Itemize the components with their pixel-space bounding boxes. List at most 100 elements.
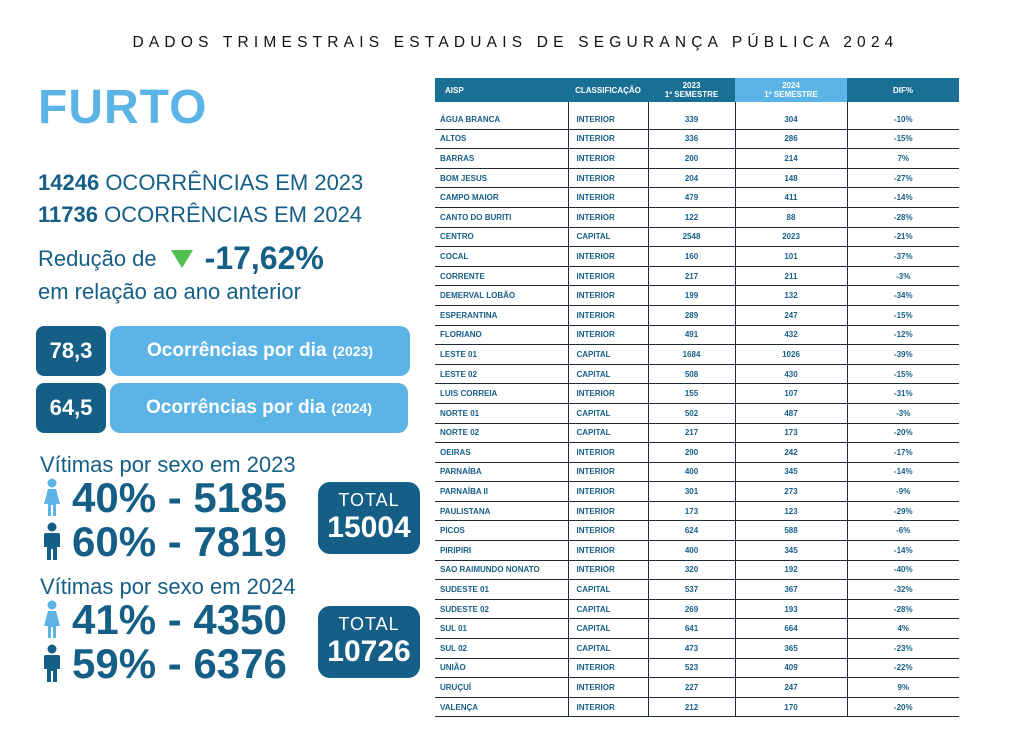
- occurrences-2023-number: 14246: [38, 170, 100, 195]
- cell-2023: 290: [647, 442, 735, 463]
- cell-dif: -40%: [846, 560, 959, 581]
- cell-aisp: OEIRAS: [435, 442, 568, 463]
- cell-classification: CAPITAL: [567, 423, 648, 444]
- header-2024-year: 2024: [782, 81, 800, 90]
- cell-aisp: ALTOS: [435, 129, 568, 150]
- cell-aisp: DEMERVAL LOBÃO: [435, 285, 568, 306]
- cell-classification: INTERIOR: [567, 658, 648, 679]
- cell-dif: -12%: [846, 325, 959, 346]
- cell-aisp: CANTO DO BURITI: [435, 207, 568, 228]
- table-row: VALENÇA INTERIOR 212 170 -20%: [435, 697, 959, 718]
- cell-2023: 320: [647, 560, 735, 581]
- cell-aisp: UNIÃO: [435, 658, 568, 679]
- table-row: LESTE 02 CAPITAL 508 430 -15%: [435, 364, 959, 385]
- table-row: COCAL INTERIOR 160 101 -37%: [435, 246, 959, 267]
- cell-aisp: PIRIPIRI: [435, 540, 568, 561]
- cell-classification: INTERIOR: [567, 187, 648, 208]
- cell-classification: INTERIOR: [567, 129, 648, 150]
- cell-2023: 204: [647, 168, 735, 189]
- cell-2023: 122: [647, 207, 735, 228]
- cell-2023: 537: [647, 579, 735, 600]
- table-row: LESTE 01 CAPITAL 1684 1026 -39%: [435, 344, 959, 365]
- victims-2024-total-value: 10726: [327, 635, 411, 668]
- victims-2024-total-label: TOTAL: [338, 614, 400, 634]
- cell-dif: -22%: [846, 658, 959, 679]
- cell-dif: -15%: [846, 129, 959, 150]
- cell-2024: 304: [734, 110, 847, 130]
- cell-classification: INTERIOR: [567, 481, 648, 502]
- cell-dif: -14%: [846, 187, 959, 208]
- table-row: LUIS CORREIA INTERIOR 155 107 -31%: [435, 383, 959, 404]
- victims-2024-male-value: 59% - 6376: [72, 640, 287, 687]
- table-row: SUDESTE 02 CAPITAL 269 193 -28%: [435, 599, 959, 620]
- cell-2024: 487: [734, 403, 847, 424]
- table-row: UNIÃO INTERIOR 523 409 -22%: [435, 658, 959, 679]
- cell-2023: 400: [647, 540, 735, 561]
- cell-aisp: LESTE 02: [435, 364, 568, 385]
- cell-2024: 367: [734, 579, 847, 600]
- cell-2023: 199: [647, 285, 735, 306]
- per-day-2023-label: Ocorrências por dia (2023): [110, 326, 410, 376]
- occurrences-2024: 11736 OCORRÊNCIAS EM 2024: [38, 202, 362, 228]
- cell-classification: INTERIOR: [567, 560, 648, 581]
- spacer-cell: [846, 102, 959, 110]
- cell-2024: 588: [734, 520, 847, 542]
- cell-aisp: BOM JESUS: [435, 168, 568, 189]
- per-day-2023-text: Ocorrências por dia: [147, 340, 327, 361]
- occurrences-2024-label: OCORRÊNCIAS EM 2024: [104, 202, 363, 227]
- cell-2023: 479: [647, 187, 735, 208]
- cell-2023: 641: [647, 618, 735, 640]
- cell-classification: INTERIOR: [567, 285, 648, 306]
- cell-aisp: LUIS CORREIA: [435, 383, 568, 404]
- cell-2024: 365: [734, 638, 847, 659]
- cell-2024: 430: [734, 364, 847, 385]
- cell-2024: 192: [734, 560, 847, 581]
- cell-aisp: FLORIANO: [435, 325, 568, 346]
- table-row: NORTE 01 CAPITAL 502 487 -3%: [435, 403, 959, 424]
- per-day-2023-value: 78,3: [36, 326, 106, 376]
- cell-dif: -20%: [846, 697, 959, 718]
- table-row: SUL 02 CAPITAL 473 365 -23%: [435, 638, 959, 659]
- cell-classification: INTERIOR: [567, 442, 648, 463]
- victims-2023-total-label: TOTAL: [338, 490, 400, 510]
- cell-2023: 491: [647, 325, 735, 346]
- cell-2024: 88: [734, 207, 847, 228]
- cell-classification: INTERIOR: [567, 110, 648, 130]
- cell-aisp: SUDESTE 01: [435, 579, 568, 600]
- spacer-cell: [734, 102, 847, 110]
- table-row: URUÇUÍ INTERIOR 227 247 9%: [435, 677, 959, 698]
- cell-dif: -32%: [846, 579, 959, 600]
- cell-2023: 624: [647, 520, 735, 542]
- table-row: PARNAÍBA II INTERIOR 301 273 -9%: [435, 481, 959, 502]
- table-row: SUDESTE 01 CAPITAL 537 367 -32%: [435, 579, 959, 600]
- per-day-2024-year: (2024): [331, 400, 372, 416]
- victims-2024-female-value: 41% - 4350: [72, 596, 287, 643]
- female-person-icon: [44, 478, 60, 516]
- victims-2023-heading: Vítimas por sexo em 2023: [40, 452, 296, 477]
- header-2023-sub: 1º SEMESTRE: [664, 90, 719, 99]
- table-row: BARRAS INTERIOR 200 214 7%: [435, 148, 959, 169]
- victims-2023-female: 40% - 5185: [42, 474, 287, 522]
- per-day-2024-value: 64,5: [36, 383, 106, 433]
- aisp-table: AISP CLASSIFICAÇÃO 2023 1º SEMESTRE 2024…: [435, 78, 959, 718]
- cell-aisp: SUDESTE 02: [435, 599, 568, 620]
- victims-2023-male-value: 60% - 7819: [72, 518, 287, 565]
- cell-classification: INTERIOR: [567, 383, 648, 404]
- cell-classification: INTERIOR: [567, 325, 648, 346]
- spacer-cell: [647, 102, 735, 110]
- victims-2023-total-value: 15004: [327, 511, 411, 544]
- cell-aisp: CORRENTE: [435, 266, 568, 287]
- cell-2024: 170: [734, 697, 847, 718]
- per-day-2024-label: Ocorrências por dia (2024): [110, 383, 408, 433]
- cell-aisp: CENTRO: [435, 227, 568, 248]
- cell-aisp: NORTE 02: [435, 423, 568, 444]
- cell-aisp: ESPERANTINA: [435, 305, 568, 326]
- cell-2023: 227: [647, 677, 735, 698]
- down-triangle-icon: [170, 249, 193, 268]
- page-header: DADOS TRIMESTRAIS ESTADUAIS DE SEGURANÇA…: [132, 34, 899, 51]
- cell-classification: CAPITAL: [567, 364, 648, 385]
- cell-aisp: NORTE 01: [435, 403, 568, 424]
- table-row: PAULISTANA INTERIOR 173 123 -29%: [435, 501, 959, 522]
- table-header-row: AISP CLASSIFICAÇÃO 2023 1º SEMESTRE 2024…: [435, 78, 959, 102]
- cell-2024: 107: [734, 383, 847, 404]
